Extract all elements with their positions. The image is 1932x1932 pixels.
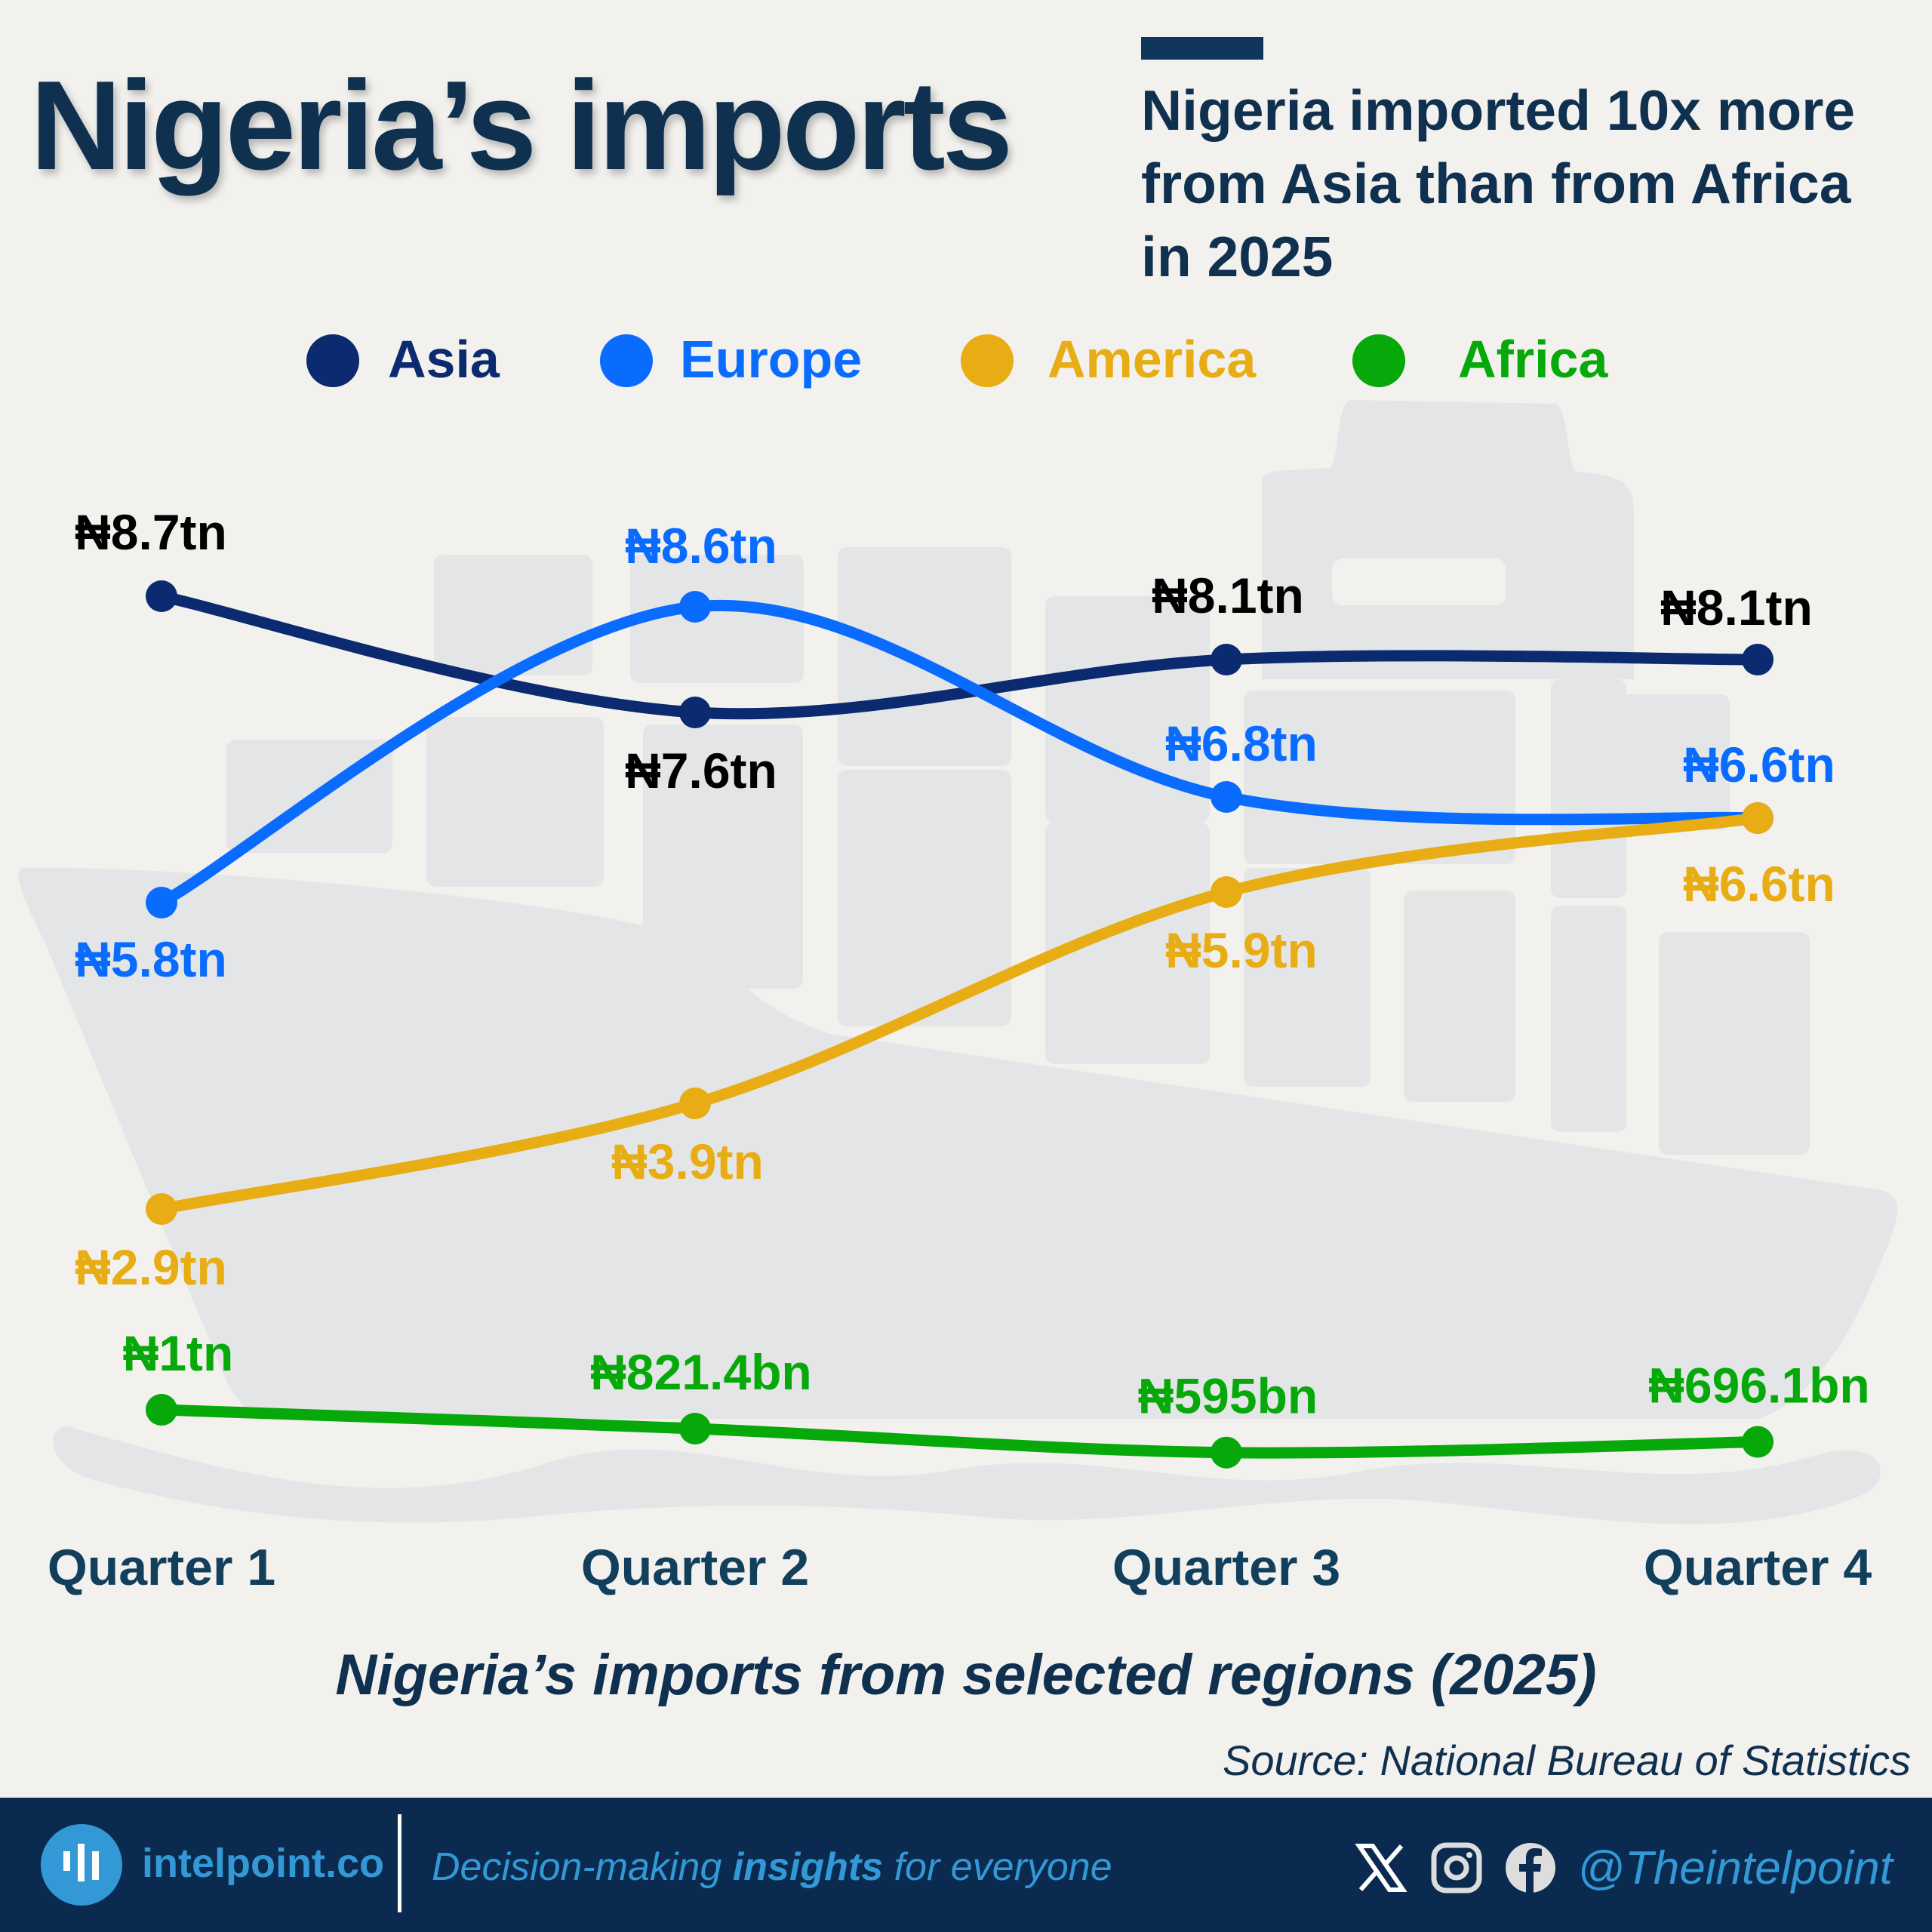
data-point-asia <box>1742 644 1774 675</box>
data-point-africa <box>146 1394 177 1426</box>
data-point-europe <box>679 591 711 623</box>
data-point-america <box>1742 802 1774 834</box>
data-label-europe: ₦8.6tn <box>625 518 777 574</box>
legend-label-europe: Europe <box>680 330 863 389</box>
legend-dot-america <box>961 334 1014 387</box>
facebook-icon[interactable] <box>1504 1841 1557 1894</box>
data-label-asia: ₦7.6tn <box>625 743 777 798</box>
series-line-europe <box>155 599 1764 909</box>
legend-label-asia: Asia <box>388 330 500 389</box>
data-label-america: ₦6.6tn <box>1683 856 1835 912</box>
data-point-america <box>679 1088 711 1119</box>
x-tick-label: Quarter 4 <box>1643 1539 1872 1596</box>
data-label-asia: ₦8.7tn <box>75 504 227 560</box>
data-point-europe <box>146 887 177 918</box>
data-point-america <box>1211 876 1242 908</box>
data-label-america: ₦5.9tn <box>1165 922 1318 978</box>
series-line-america <box>155 812 1764 1215</box>
legend-label-america: America <box>1048 330 1257 389</box>
data-point-africa <box>1742 1426 1774 1458</box>
data-label-africa: ₦821.4bn <box>590 1344 811 1400</box>
page-title: Nigeria’s imports <box>30 54 1013 196</box>
tagline-pre: Decision-making <box>432 1845 733 1889</box>
footer-divider <box>398 1814 401 1912</box>
data-point-europe <box>1211 781 1242 813</box>
source-note: Source: National Bureau of Statistics <box>1222 1737 1911 1784</box>
data-label-africa: ₦595bn <box>1138 1368 1318 1424</box>
instagram-icon[interactable] <box>1430 1841 1483 1894</box>
x-tick-label: Quarter 2 <box>580 1539 810 1596</box>
x-icon[interactable] <box>1355 1841 1407 1894</box>
data-point-asia <box>1211 644 1242 675</box>
data-label-europe: ₦6.8tn <box>1165 715 1318 771</box>
tagline: Decision-making insights for everyone <box>432 1844 1112 1890</box>
data-label-europe: ₦5.8tn <box>75 931 227 987</box>
series-line-asia <box>155 590 1764 720</box>
brand-link[interactable]: intelpoint.co <box>142 1841 384 1886</box>
subtitle-accent-bar <box>1141 37 1263 60</box>
subtitle: Nigeria imported 10x more from Asia than… <box>1141 78 1856 288</box>
data-point-africa <box>679 1413 711 1445</box>
chart-title: Nigeria’s imports from selected regions … <box>335 1643 1597 1707</box>
tagline-post: for everyone <box>883 1845 1112 1889</box>
data-label-asia: ₦8.1tn <box>1660 580 1813 635</box>
data-label-asia: ₦8.1tn <box>1152 568 1304 623</box>
data-point-america <box>146 1193 177 1225</box>
data-label-europe: ₦6.6tn <box>1683 737 1835 792</box>
data-label-africa: ₦1tn <box>123 1325 234 1381</box>
legend-dot-africa <box>1352 334 1405 387</box>
data-label-africa: ₦696.1bn <box>1648 1358 1869 1414</box>
x-tick-label: Quarter 1 <box>47 1539 276 1596</box>
legend-label-africa: Africa <box>1458 330 1608 389</box>
data-label-america: ₦2.9tn <box>75 1239 227 1295</box>
tagline-bold: insights <box>732 1845 884 1889</box>
series-line-africa <box>155 1404 1764 1459</box>
legend-dot-asia <box>306 334 359 387</box>
data-label-america: ₦3.9tn <box>611 1134 764 1189</box>
x-tick-label: Quarter 3 <box>1112 1539 1341 1596</box>
legend-dot-europe <box>600 334 653 387</box>
data-point-africa <box>1211 1436 1242 1469</box>
intelpoint-logo-icon <box>41 1824 122 1906</box>
footer <box>0 1798 1932 1932</box>
social-handle[interactable]: @Theintelpoint <box>1577 1842 1893 1894</box>
data-point-asia <box>146 580 177 612</box>
data-point-asia <box>679 697 711 728</box>
